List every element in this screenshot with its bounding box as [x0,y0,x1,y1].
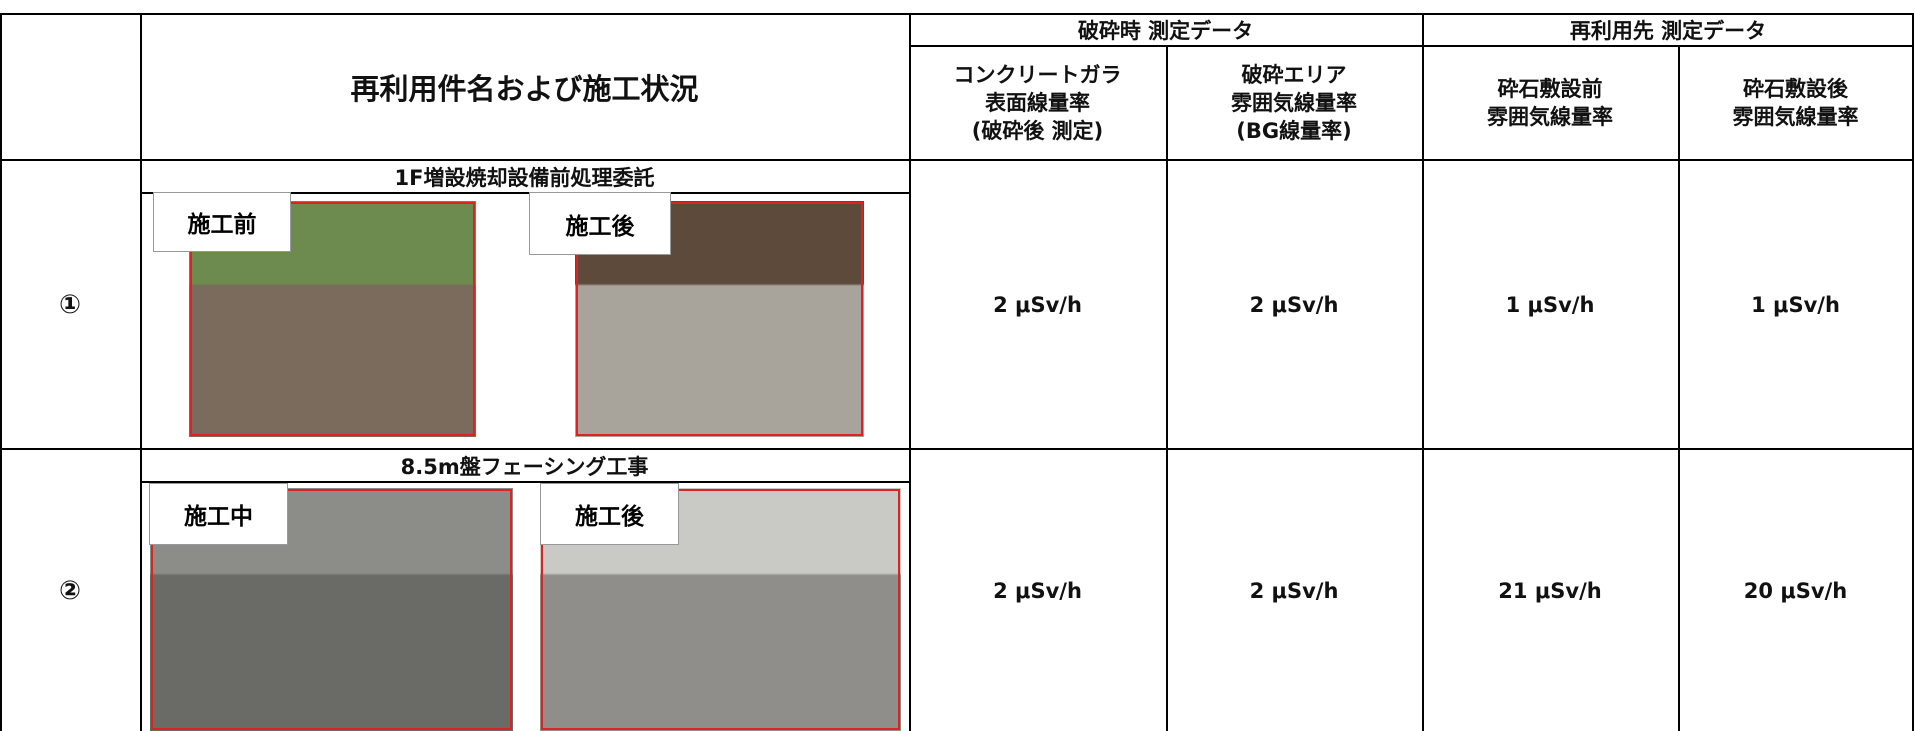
measurement: 2 μSv/h [993,292,1082,317]
group-header: 破砕時 測定データ [1077,19,1254,43]
rule [140,481,910,483]
column-header-line: 砕石敷設後 [1743,77,1848,101]
group-header: 再利用先 測定データ [1569,19,1767,43]
column-header-line: 表面線量率 [985,91,1090,115]
row-marker: ② [58,575,81,606]
column-header-line: (破砕後 測定) [971,119,1104,143]
column-header-line: コンクリートガラ [953,63,1122,87]
measurement: 21 μSv/h [1498,578,1602,603]
column-header: 砕石敷設後雰囲気線量率 [1678,47,1913,159]
measurement: 1 μSv/h [1505,292,1595,317]
photo-label: 施工後 [540,483,679,545]
column-header-line: 破砕エリア [1241,63,1347,87]
header-title: 再利用件名および施工状況 [350,72,699,106]
rule [0,448,1914,450]
cover [1678,15,1680,45]
column-header: 砕石敷設前雰囲気線量率 [1422,47,1678,159]
photo-label: 施工後 [529,192,671,255]
rule [909,45,1914,47]
photo-label: 施工中 [149,483,288,545]
measurement: 2 μSv/h [1249,292,1339,317]
measurement: 20 μSv/h [1743,578,1848,603]
cover [1166,15,1168,45]
column-header-line: 雰囲気線量率 [1732,105,1859,129]
column-header-line: 雰囲気線量率 [1231,91,1357,115]
rule [0,159,1914,161]
column-header-line: 砕石敷設前 [1497,77,1603,101]
row-marker: ① [58,289,81,320]
row-title: 1F増設焼却設備前処理委託 [394,165,655,190]
photo-label: 施工前 [153,192,291,252]
rule [1678,13,1680,731]
measurement: 2 μSv/h [1249,578,1339,603]
column-header-line: (BG線量率) [1236,119,1352,143]
column-header: コンクリートガラ 表面線量率 (破砕後 測定) [909,47,1166,159]
rule [0,13,2,731]
rule [1912,13,1914,731]
rule [140,13,142,731]
rule [909,13,911,731]
measurement: 2 μSv/h [993,578,1082,603]
rule [1422,13,1424,731]
row-title: 8.5m盤フェーシング工事 [400,454,649,479]
rule [140,192,910,194]
column-header-line: 雰囲気線量率 [1487,105,1613,129]
rule [0,13,1914,15]
measurement: 1 μSv/h [1751,292,1840,317]
column-header: 破砕エリア雰囲気線量率 (BG線量率) [1166,47,1422,159]
rule [1166,13,1168,731]
